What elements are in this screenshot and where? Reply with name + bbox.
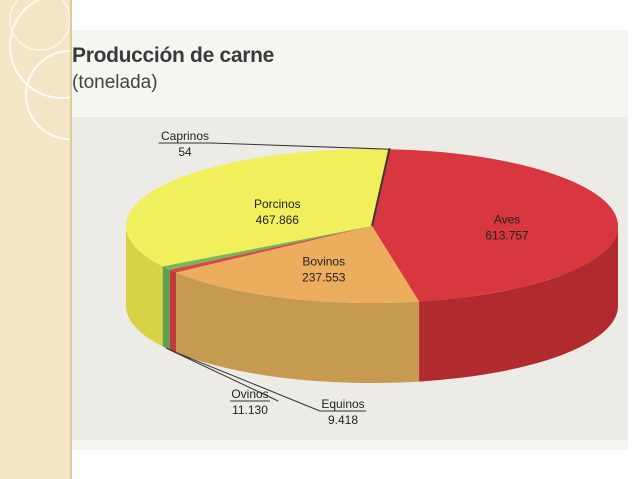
side-equinos xyxy=(169,269,177,353)
label-porcinos-value: 467.866 xyxy=(256,213,300,227)
side-bovinos xyxy=(176,272,420,383)
chart-subtitle: (tonelada) xyxy=(72,72,158,93)
slice-equinos xyxy=(169,226,372,273)
side-ovinos xyxy=(162,266,170,350)
label-porcinos-name: Porcinos xyxy=(254,197,301,211)
side-porcinos xyxy=(126,226,163,347)
label-bovinos-value: 237.553 xyxy=(302,271,346,285)
label-aves-name: Aves xyxy=(494,212,520,226)
slice-aves xyxy=(372,149,619,302)
side-aves xyxy=(419,226,618,382)
slice-ovinos xyxy=(162,226,372,270)
leader-caprinos xyxy=(210,142,390,150)
label-caprinos-name: Caprinos xyxy=(161,129,209,143)
label-caprinos-value: 54 xyxy=(178,145,192,159)
label-ovinos-value: 11.130 xyxy=(232,403,268,417)
label-equinos-name: Equinos xyxy=(321,397,364,411)
label-aves-value: 613.757 xyxy=(485,228,529,242)
leader-equinos xyxy=(172,350,321,412)
slice-porcinos xyxy=(126,149,390,267)
label-ovinos-name: Ovinos xyxy=(231,387,268,401)
chart-title: Producción de carne xyxy=(72,44,275,67)
leader-ovinos xyxy=(165,347,279,402)
label-equinos-value: 9.418 xyxy=(328,413,358,427)
label-bovinos-name: Bovinos xyxy=(302,255,345,269)
decorative-rings xyxy=(9,0,70,140)
slice-bovinos xyxy=(176,226,420,304)
slide-decoration-strip xyxy=(0,0,72,479)
